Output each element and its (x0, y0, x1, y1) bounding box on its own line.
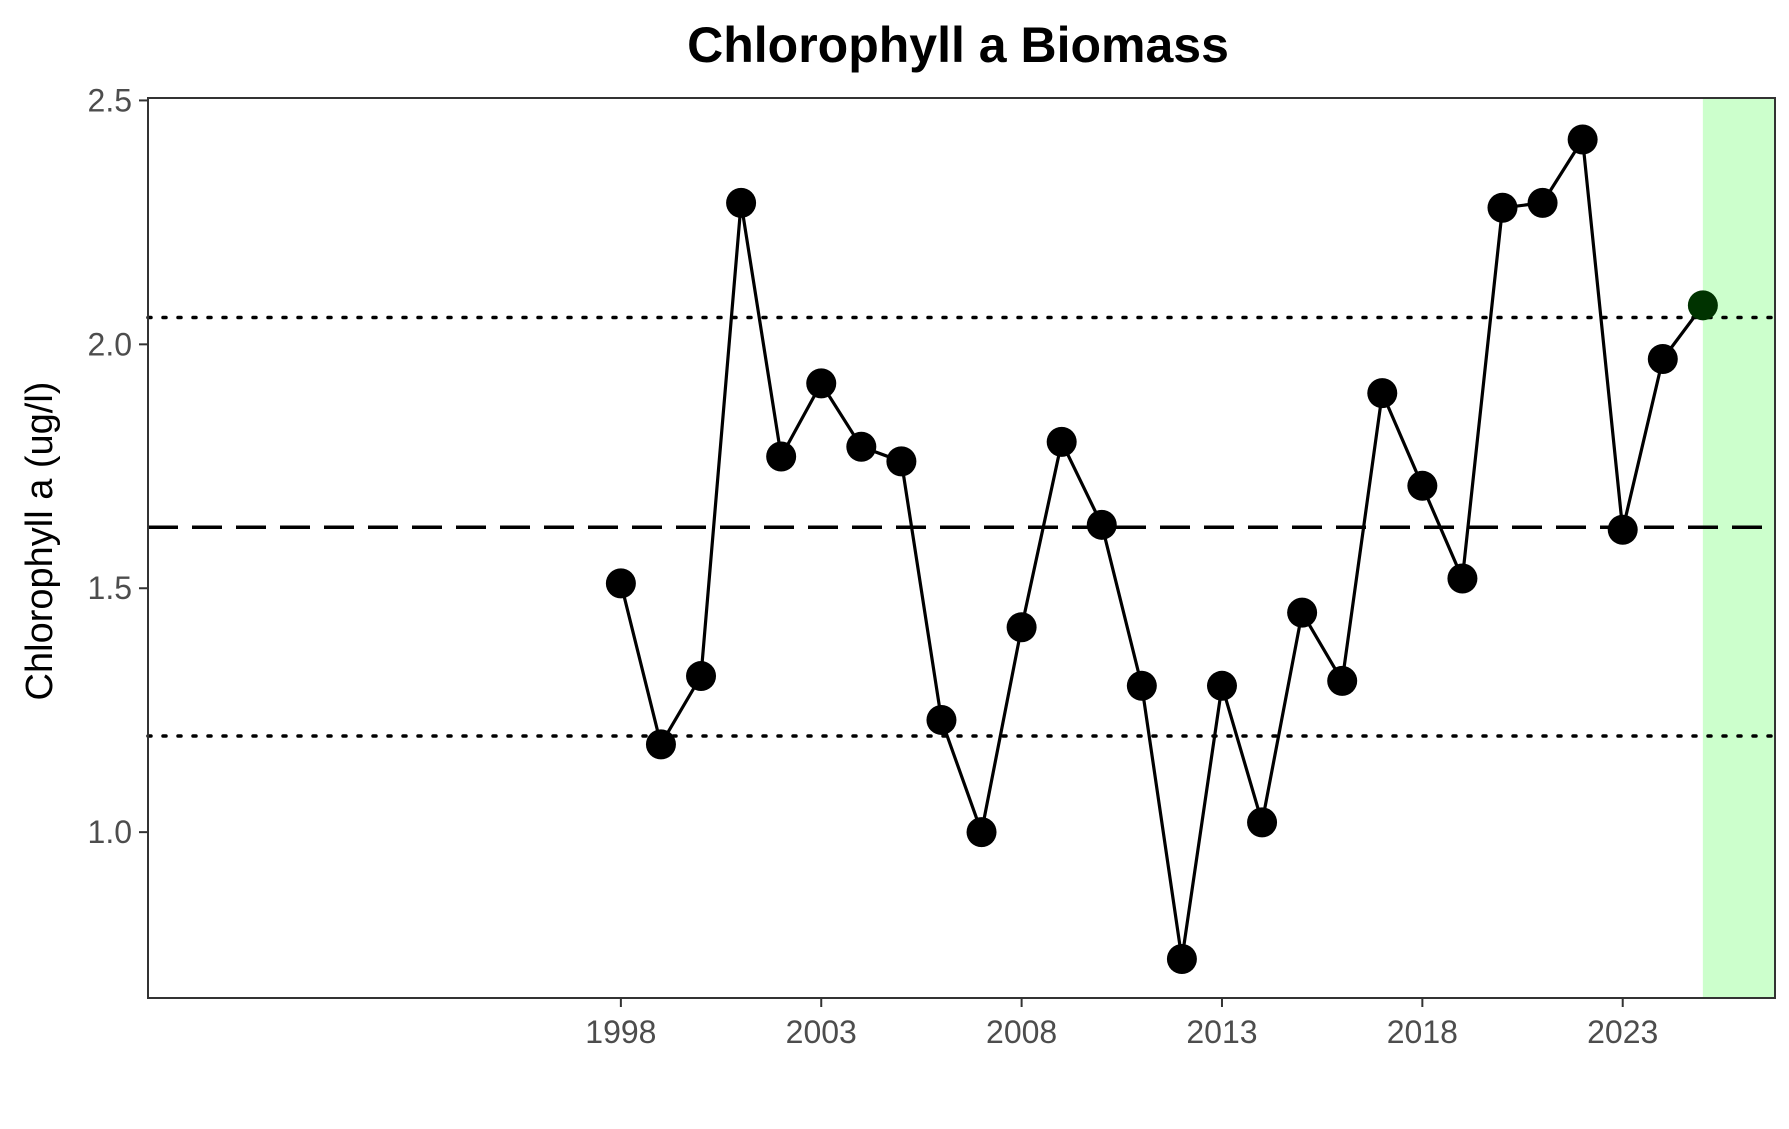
y-tick-label: 2.5 (88, 82, 132, 118)
y-tick-label: 2.0 (88, 326, 132, 362)
data-point (926, 704, 957, 735)
data-point (1407, 470, 1438, 501)
data-point (605, 568, 636, 599)
x-tick-label: 2003 (786, 1014, 857, 1050)
data-point (1166, 943, 1197, 974)
x-tick-label: 2013 (1186, 1014, 1257, 1050)
data-point (1487, 192, 1518, 223)
data-point (1447, 563, 1478, 594)
data-point (1247, 807, 1278, 838)
x-tick-label: 2008 (986, 1014, 1057, 1050)
data-point (966, 817, 997, 848)
data-point (1206, 670, 1237, 701)
y-axis-title: Chlorophyll a (ug/l) (19, 382, 61, 701)
x-tick-label: 2023 (1587, 1014, 1658, 1050)
chart-title: Chlorophyll a Biomass (687, 17, 1229, 73)
highlight-band (1702, 98, 1775, 998)
data-point (1006, 612, 1037, 643)
data-point (886, 446, 917, 477)
data-point (766, 441, 797, 472)
y-tick-label: 1.5 (88, 570, 132, 606)
data-point (1086, 509, 1117, 540)
x-tick-label: 1998 (585, 1014, 656, 1050)
data-point (1367, 378, 1398, 409)
plot-area: 1.0 1.5 2.0 2.5 1998 2003 2008 2013 2018 2023 (88, 82, 1777, 1050)
data-point (1327, 665, 1358, 696)
y-tick-label: 1.0 (88, 814, 132, 850)
data-point (1647, 343, 1678, 374)
panel-border (147, 97, 1776, 999)
data-point (1567, 124, 1598, 155)
series-line (619, 137, 1705, 961)
data-point (1687, 290, 1718, 321)
data-point (1527, 187, 1558, 218)
data-point (1126, 670, 1157, 701)
data-point (846, 431, 877, 462)
data-point (1607, 514, 1638, 545)
data-point (686, 661, 717, 692)
data-point (806, 368, 837, 399)
data-point (1046, 426, 1077, 457)
x-tick-label: 2018 (1387, 1014, 1458, 1050)
data-point (726, 187, 757, 218)
data-point (645, 729, 676, 760)
data-point (1287, 597, 1318, 628)
